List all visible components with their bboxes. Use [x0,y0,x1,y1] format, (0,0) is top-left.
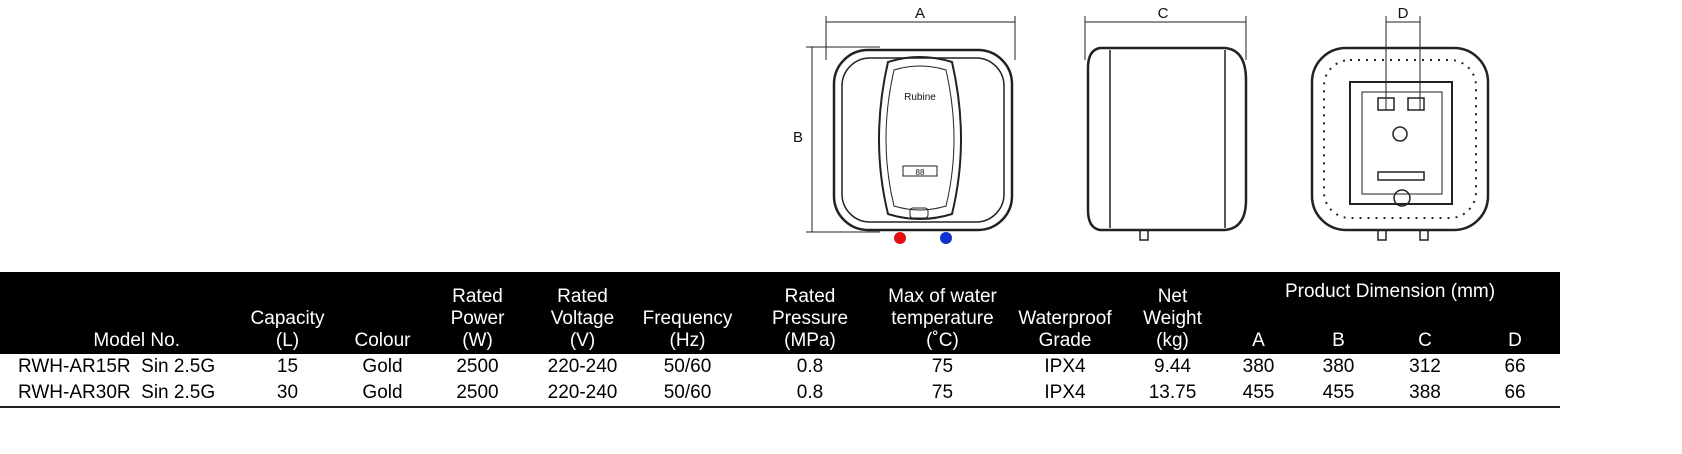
header-line: Waterproof [1018,308,1112,329]
header-line: Capacity [250,308,325,329]
table-cell: 66 [1504,356,1526,377]
table-cell: IPX4 [1044,356,1086,377]
table-cell: 0.8 [740,380,880,408]
table-cell: 2500 [425,380,530,408]
header-line: Pressure [771,308,849,329]
header-line: Voltage [550,308,615,329]
header-cell: Waterproof Grade [1005,272,1125,354]
header-line: (W) [462,330,493,351]
table-cell: 75 [931,356,954,377]
header-line: Model No. [93,330,180,351]
header-line: Colour [354,330,411,351]
header-line: Grade [1038,330,1092,351]
table-body: RWH-AR15R Sin 2.5G 15 Gold 2500 220-240 50/60… [0,354,1561,408]
dimension-label: D [1398,5,1409,22]
header-line: temperature [891,308,994,329]
header-line: (kg) [1156,330,1189,351]
header-line: Rated [784,286,836,307]
header-line: Net [1157,286,1188,307]
table-cell: 50/60 [635,380,740,408]
header-line: (˚C) [926,330,959,351]
header-cell: Frequency (Hz) [635,272,740,354]
header-line: (L) [275,330,300,351]
header-line: Frequency [642,308,733,329]
dimension-header: Product Dimension (mm) [1220,272,1561,313]
dimension-column: D [1470,313,1561,354]
table-cell: 455 [1220,380,1297,408]
dimension-label: B [793,129,803,146]
table-cell: 9.44 [1154,356,1191,377]
display: 88 [916,168,925,177]
table-cell: 380 [1242,356,1275,377]
header-line: Weight [1143,308,1202,329]
header-line: (V) [569,330,596,351]
table-cell: Gold [362,356,403,377]
header-cell: Rated Voltage (V) [530,272,635,354]
table-cell: 50/60 [663,356,712,377]
header-cell: Net Weight (kg) [1125,272,1220,354]
table-cell: 380 [1322,356,1355,377]
header-line: Power [450,308,505,329]
dimension-label: A [915,5,925,22]
table-cell: 2500 [456,356,499,377]
header-cell: Colour [340,272,425,354]
table-cell: 388 [1380,380,1470,408]
table-row: RWH-AR30R Sin 2.5G 30 Gold 2500 220-240 50/60… [0,380,1561,408]
header-line: (Hz) [669,330,706,351]
dimension-column: A [1220,313,1297,354]
table-cell: 13.75 [1125,380,1220,408]
header-line: Rated [557,286,608,307]
header-line: Rated [452,286,503,307]
table-cell: 75 [880,380,1005,408]
header-line: (MPa) [784,330,836,351]
table-cell: IPX4 [1005,380,1125,408]
table-cell: 15 [276,356,299,377]
table-cell: 312 [1409,356,1441,377]
table-header: Model No. Capacity (L) Colour Rated Power (W) R… [0,272,1561,354]
dimension-column: C [1380,313,1470,354]
table-cell: 66 [1470,380,1561,408]
table-cell: RWH-AR15R Sin 2.5G [18,356,216,377]
table-cell: 30 [235,380,340,408]
side-drawing [1084,16,1248,241]
spec-table: Model No. Capacity (L) Colour Rated Power (W) R… [0,272,1561,408]
table-row: RWH-AR15R Sin 2.5G 15 Gold 2500 220-240 50/60… [0,354,1560,380]
dimension-column: B [1297,313,1380,354]
table-cell: 0.8 [796,356,824,377]
header-row: Model No. Capacity (L) Colour Rated Power (W) R… [0,272,1561,354]
header-cell: Capacity (L) [235,272,340,354]
header-line: Max of water [888,286,997,307]
header-cell: Max of water temperature (˚C) [880,272,1005,354]
dimension-label: C [1158,5,1169,22]
back-drawing [1310,16,1490,241]
table-cell: 220-240 [530,380,635,408]
table-cell: 455 [1297,380,1380,408]
front-drawing [806,16,1016,244]
header-cell: Model No. [0,272,235,354]
brand: Rubine [904,92,936,103]
header-cell: Rated Power (W) [425,272,530,354]
header-cell: Rated Pressure (MPa) [740,272,880,354]
drawings: A B Rubine 88 C D [793,5,1490,244]
table-cell: Gold [340,380,425,408]
table-cell: RWH-AR30R Sin 2.5G [0,380,235,408]
table-cell: 220-240 [547,356,618,377]
